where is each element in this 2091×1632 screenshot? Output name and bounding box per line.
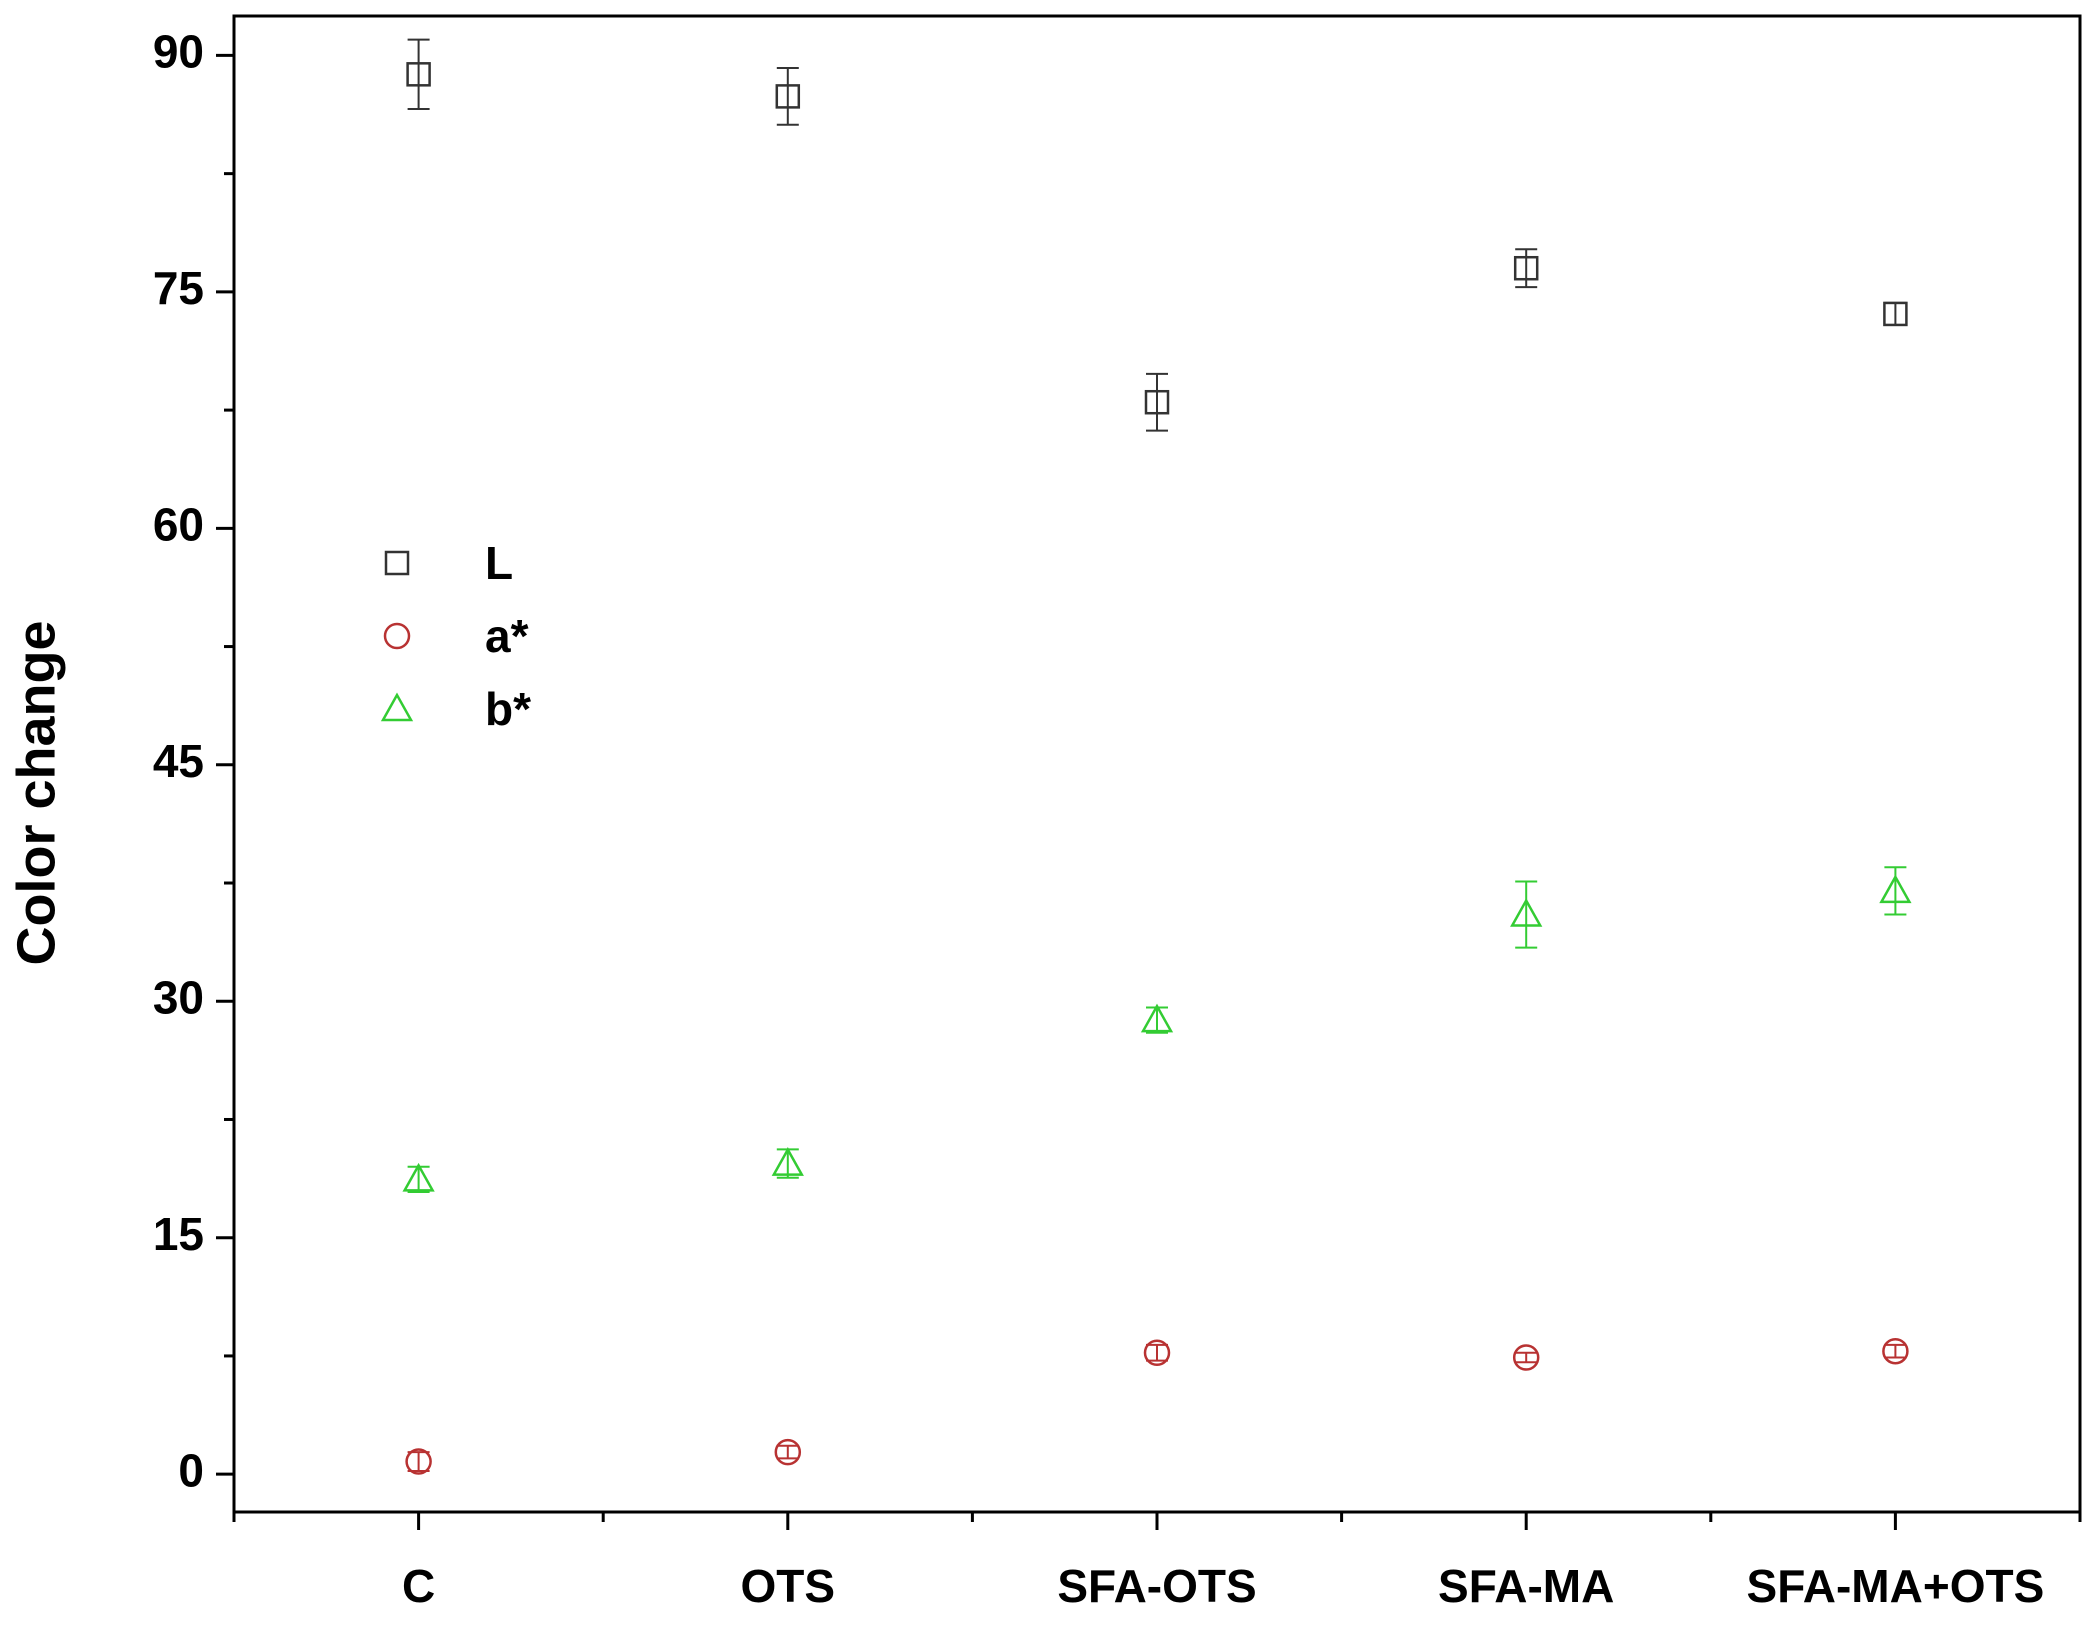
data-point (405, 1448, 432, 1475)
data-point (1510, 897, 1543, 927)
error-bar (1884, 1343, 1907, 1359)
error-bar (407, 38, 430, 111)
x-tick-label: OTS (741, 1560, 836, 1612)
data-point (1143, 1339, 1171, 1367)
data-point (1144, 389, 1170, 415)
data-point (775, 84, 801, 109)
error-bar (776, 1444, 799, 1460)
x-tick-label: SFA-MA+OTS (1747, 1560, 2045, 1612)
legend-label: b* (485, 683, 531, 735)
data-point (1882, 1337, 1909, 1365)
data-point (774, 1438, 802, 1466)
data-point (1883, 301, 1908, 327)
y-tick-label: 0 (178, 1444, 204, 1496)
y-tick-label: 15 (153, 1208, 204, 1260)
data-point (1879, 874, 1912, 904)
y-tick-label: 45 (153, 735, 204, 787)
error-bar (1515, 1351, 1538, 1364)
error-bar (407, 1451, 430, 1473)
data-point (1140, 1003, 1174, 1033)
legend-marker (384, 550, 410, 576)
data-point (1513, 255, 1539, 281)
legend-label: L (485, 537, 513, 589)
error-bar (1515, 880, 1538, 949)
plot-frame (232, 14, 2082, 1514)
error-bar (1515, 248, 1538, 289)
error-bar (1146, 1343, 1168, 1362)
legend-marker (383, 622, 411, 650)
legend-marker (380, 692, 414, 722)
data-point (1512, 1344, 1540, 1371)
data-point (402, 1162, 435, 1192)
legend-label: a* (485, 610, 529, 662)
data-point (406, 62, 431, 87)
x-tick-label: SFA-MA (1438, 1560, 1614, 1612)
data-point (771, 1147, 804, 1176)
error-bar (1884, 301, 1907, 326)
y-tick-label: 30 (153, 971, 204, 1023)
error-bar (1146, 372, 1168, 432)
x-tick-label: SFA-OTS (1057, 1560, 1256, 1612)
y-tick-label: 60 (153, 498, 204, 550)
y-tick-label: 90 (153, 26, 204, 78)
y-axis-label: Color change (6, 620, 66, 965)
error-bar (776, 67, 799, 126)
y-tick-label: 75 (153, 262, 204, 314)
x-tick-label: C (402, 1560, 435, 1612)
